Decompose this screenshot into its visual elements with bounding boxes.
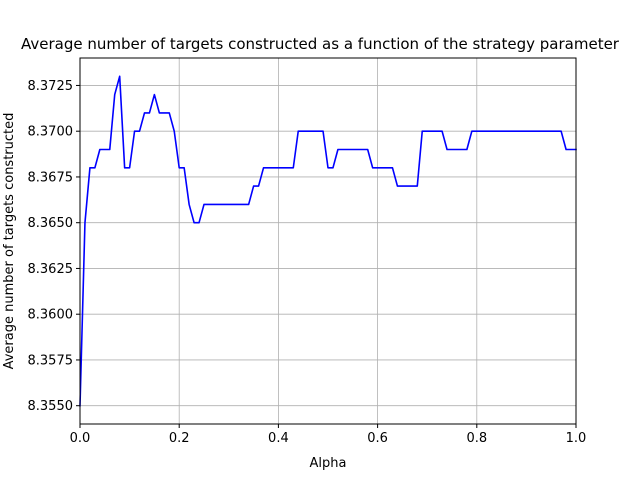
series-layer [79,75,577,407]
axes-frame [79,57,577,425]
y-tick-label: 8.3550 [28,399,74,414]
y-axis-label: Average number of targets constructed [2,113,17,370]
y-tick-label: 8.3575 [28,353,74,368]
axis-labels: Average number of targets constructed as… [2,35,620,471]
x-tick-label: 0.0 [70,431,91,446]
x-tick-label: 0.8 [466,431,487,446]
y-tick-label: 8.3675 [28,170,74,185]
y-tick-label: 8.3650 [28,216,74,231]
x-tick-label: 1.0 [566,431,587,446]
y-tick-label: 8.3625 [28,262,74,277]
x-tick-label: 0.6 [367,431,388,446]
plot-frame [79,57,577,425]
y-tick-label: 8.3725 [28,79,74,94]
x-tick-label: 0.2 [169,431,190,446]
x-tick-label: 0.4 [268,431,289,446]
ticks: 0.0 0.2 0.4 0.6 0.8 1.0 8.3550 8.3575 8.3600 8.36… [28,79,587,446]
x-axis-label: Alpha [310,456,347,471]
y-tick-label: 8.3700 [28,125,74,140]
series-line [79,75,577,407]
chart-title: Average number of targets constructed as… [21,35,620,53]
y-tick-label: 8.3600 [28,308,74,323]
